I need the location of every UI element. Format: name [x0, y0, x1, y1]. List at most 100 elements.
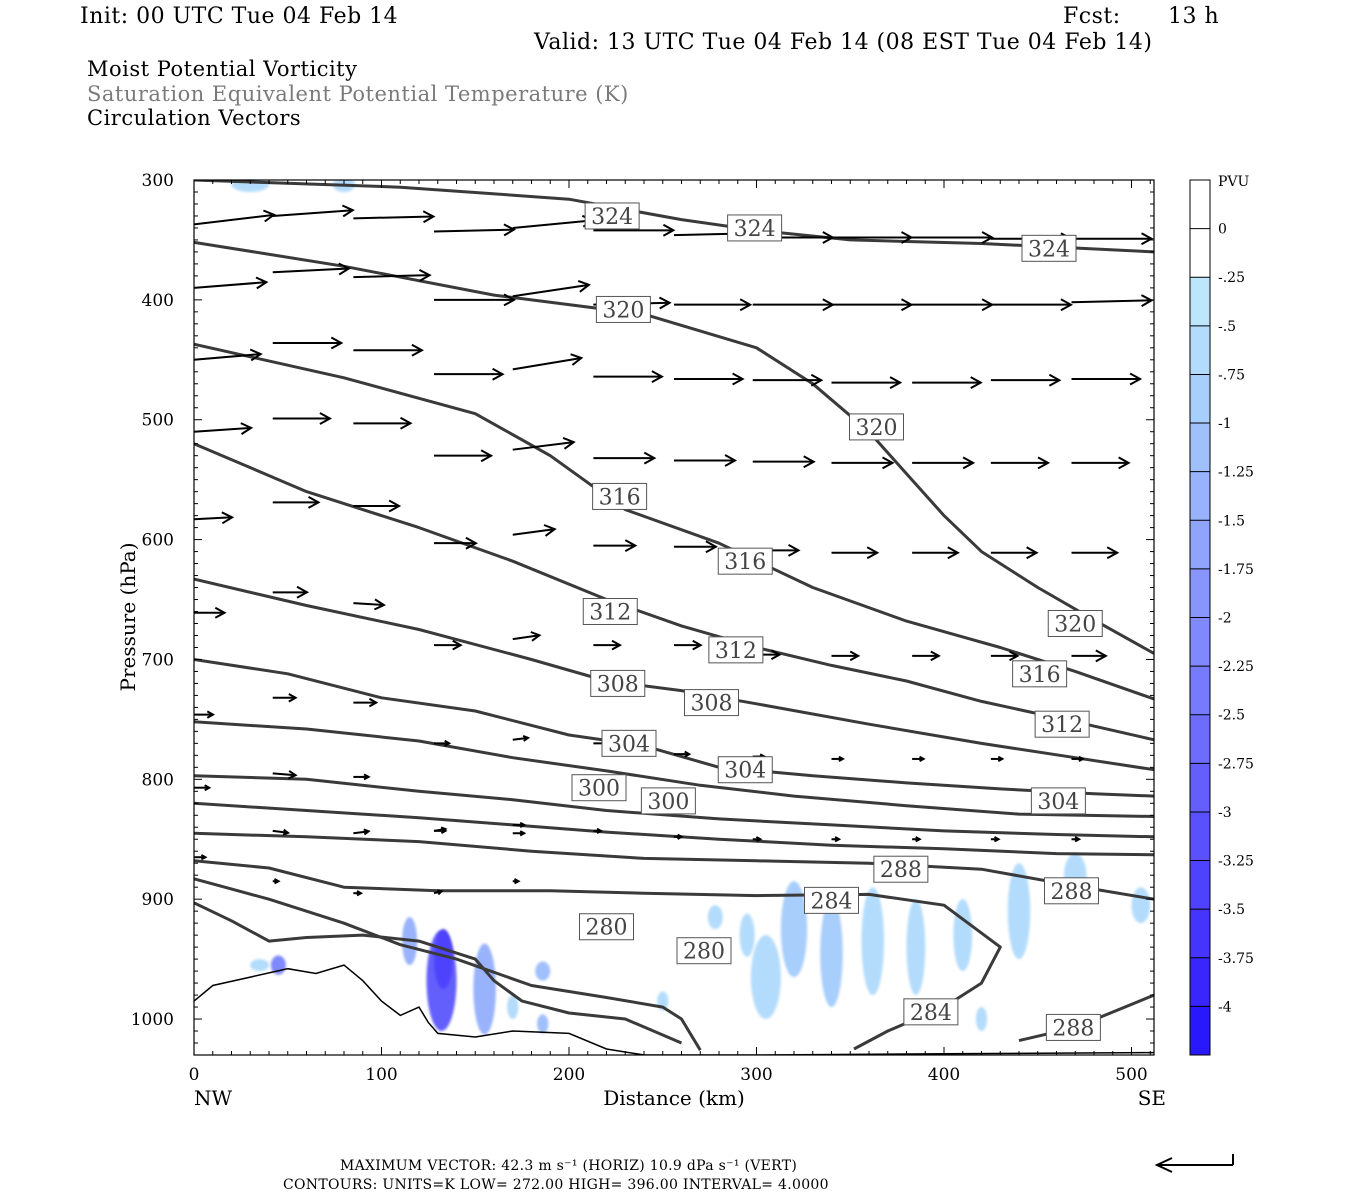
- circulation-vector: [674, 298, 753, 312]
- colorbar-label: -1.5: [1218, 513, 1245, 529]
- circulation-vector: [353, 773, 371, 781]
- field-title-pv: Moist Potential Vorticity: [87, 57, 358, 81]
- contour-label: 284: [804, 886, 859, 914]
- circulation-vector: [990, 373, 1062, 387]
- circulation-vector: [912, 546, 960, 560]
- circulation-vector: [912, 298, 995, 312]
- colorbar-swatch: [1190, 277, 1210, 327]
- contour-label: 320: [849, 413, 904, 441]
- circulation-vector: [990, 546, 1039, 560]
- colorbar-unit: PVU: [1218, 174, 1250, 190]
- pv-shade-7: [250, 959, 269, 972]
- circulation-vector: [912, 836, 922, 843]
- circulation-vector: [512, 821, 527, 828]
- circulation-vector: [353, 598, 386, 611]
- pv-shade-18: [1131, 887, 1151, 924]
- contour-label: 308: [684, 689, 739, 717]
- circulation-vector: [512, 279, 591, 298]
- contour-label-text: 284: [910, 1001, 952, 1026]
- circulation-vector: [272, 496, 321, 509]
- y-tick-label: 800: [142, 770, 174, 790]
- contour-label-text: 284: [811, 889, 853, 914]
- pv-shading-layer: [231, 180, 1151, 1035]
- circulation-vector: [434, 293, 517, 307]
- circulation-vector: [831, 836, 842, 843]
- contour-line-316: [194, 342, 1154, 701]
- contour-label: 316: [592, 482, 648, 510]
- circulation-vector: [1071, 546, 1120, 560]
- contour-label-text: 312: [1041, 713, 1083, 738]
- pv-shade-3: [473, 943, 496, 1035]
- terrain-line: [194, 964, 1154, 1055]
- contour-label: 304: [601, 729, 657, 757]
- colorbar-label: -2: [1218, 611, 1232, 627]
- circulation-vector: [512, 830, 527, 837]
- circulation-vector: [433, 223, 517, 237]
- circulation-vector: [1071, 232, 1154, 246]
- terrain-profile: [194, 964, 1154, 1055]
- circulation-vector: [194, 854, 208, 861]
- contour-label-text: 316: [724, 550, 766, 575]
- contour-label-text: 280: [586, 916, 628, 941]
- colorbar-label: -2.5: [1218, 708, 1245, 724]
- colorbar-label: -1: [1218, 416, 1232, 432]
- contour-label-text: 288: [1051, 880, 1093, 905]
- contour-label-text: 324: [734, 217, 776, 242]
- circulation-vector: [512, 878, 521, 885]
- circulation-vector: [272, 204, 355, 218]
- circulation-vector: [434, 449, 494, 463]
- circulation-vector: [194, 209, 277, 226]
- contour-line-276: [194, 901, 683, 1045]
- contour-label: 312: [708, 636, 764, 664]
- colorbar-swatch: [1190, 860, 1210, 910]
- circulation-vector: [990, 456, 1051, 470]
- circulation-vector: [353, 343, 424, 357]
- contour-line-288: [194, 831, 1154, 901]
- colorbar-swatch: [1190, 957, 1210, 1007]
- circulation-vector: [512, 524, 557, 537]
- circulation-vector: [990, 298, 1073, 312]
- colorbar-swatch: [1190, 909, 1210, 959]
- colorbar-swatch: [1190, 228, 1210, 278]
- contour-label-text: 304: [724, 759, 766, 784]
- contour-label-text: 304: [608, 732, 650, 757]
- colorbar-label: -.75: [1218, 367, 1245, 383]
- contour-line-304: [194, 658, 1154, 798]
- contour-label-text: 304: [1037, 790, 1079, 815]
- circulation-vector: [1071, 372, 1143, 386]
- y-axis-label: Pressure (hPa): [116, 543, 140, 692]
- contour-label: 324: [1021, 234, 1077, 262]
- contour-label-text: 320: [856, 416, 898, 441]
- colorbar-label: -1.25: [1218, 465, 1254, 481]
- circulation-vector: [593, 370, 664, 383]
- pv-shade-5: [537, 1014, 549, 1034]
- colorbar-label: -4: [1218, 999, 1232, 1015]
- circulation-vector: [512, 734, 531, 742]
- contour-label: 312: [582, 598, 638, 626]
- colorbar-swatch: [1190, 520, 1210, 570]
- circulation-vector: [831, 456, 895, 470]
- circulation-vector: [353, 416, 413, 430]
- y-tick-label: 1000: [131, 1010, 174, 1030]
- axes: 300 400 500 600 700 800 900 1000 0 100 200 300 400 50…: [131, 171, 1154, 1085]
- x-tick-label: 400: [928, 1065, 960, 1085]
- circulation-vector: [194, 511, 235, 525]
- colorbar-swatch: [1190, 714, 1210, 764]
- contour-label: 304: [1030, 787, 1086, 815]
- contour-label: 324: [584, 202, 640, 230]
- colorbar-label: -2.25: [1218, 659, 1254, 675]
- colorbar-swatch: [1190, 666, 1210, 716]
- pv-shade-8: [780, 881, 808, 978]
- circulation-vector: [831, 298, 914, 312]
- circulation-vector: [194, 784, 212, 792]
- contours-info-text: CONTOURS: UNITS=K LOW= 272.00 HIGH= 396.…: [283, 1177, 829, 1193]
- contour-label-text: 312: [589, 601, 631, 626]
- circulation-vector: [353, 499, 402, 513]
- circulation-vector: [433, 889, 444, 896]
- pv-shade-15: [953, 899, 973, 972]
- circulation-vectors: [194, 204, 1154, 897]
- colorbar-label: -1.75: [1218, 562, 1254, 578]
- circulation-vector: [272, 336, 344, 350]
- pv-shade-23: [507, 995, 519, 1020]
